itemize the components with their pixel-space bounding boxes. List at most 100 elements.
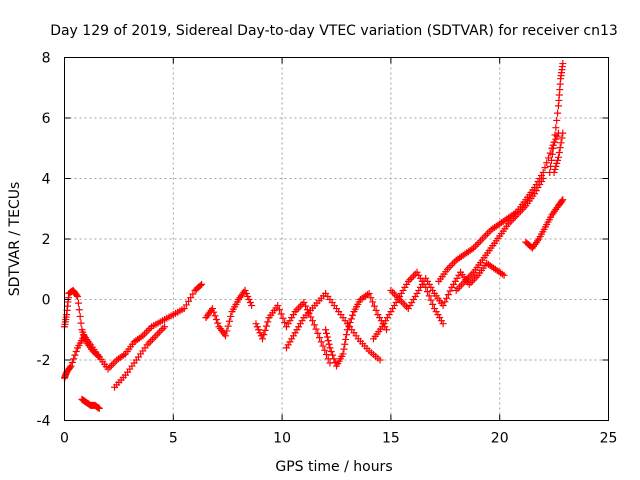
data-point	[227, 312, 235, 320]
data-point	[67, 362, 75, 370]
data-point	[322, 329, 330, 337]
tick-labels: 0 5 10 15 20 25 -4 -2 0 2 4 6 8	[37, 51, 618, 447]
data-point	[73, 291, 81, 299]
x-tick-label: 15	[382, 431, 400, 447]
data-point	[343, 326, 351, 334]
data-point	[72, 348, 80, 356]
data-point	[66, 363, 74, 371]
data-point	[349, 311, 357, 319]
data-point	[556, 144, 564, 152]
data-point	[319, 342, 327, 350]
data-point	[264, 318, 272, 326]
data-points	[61, 60, 567, 412]
data-point	[214, 319, 222, 327]
data-point	[245, 296, 253, 303]
data-point	[441, 298, 449, 306]
data-point	[558, 197, 566, 205]
series-track-n	[546, 60, 567, 176]
y-tick-label: -4	[37, 414, 51, 430]
data-point	[316, 334, 324, 342]
data-point	[551, 165, 559, 173]
data-point	[77, 319, 85, 327]
data-point	[312, 325, 320, 333]
x-tick-label: 20	[491, 431, 509, 447]
series-track-g	[282, 289, 384, 364]
data-point	[246, 299, 254, 307]
data-point	[300, 299, 308, 307]
data-point	[443, 294, 451, 302]
data-point	[343, 331, 351, 339]
data-point	[95, 353, 103, 361]
data-point	[224, 322, 232, 330]
data-point	[548, 150, 556, 158]
data-point	[196, 282, 204, 290]
data-point	[551, 131, 559, 139]
y-tick-label: 4	[42, 172, 51, 188]
data-point	[279, 314, 287, 322]
data-point	[222, 332, 230, 340]
data-point	[559, 60, 567, 68]
data-point	[329, 351, 337, 359]
data-point	[330, 355, 338, 363]
series-track-d	[111, 323, 169, 391]
data-point	[259, 335, 267, 343]
series-track-b	[61, 286, 103, 361]
data-point	[369, 298, 377, 306]
data-point	[376, 356, 384, 364]
series-track-h	[322, 289, 391, 370]
data-point	[256, 329, 264, 337]
data-point	[552, 162, 560, 170]
data-point	[346, 318, 354, 326]
x-axis-label: GPS time / hours	[275, 459, 392, 475]
data-point	[187, 294, 195, 302]
data-point	[248, 302, 256, 310]
series-track-c	[78, 395, 103, 412]
data-point	[303, 306, 311, 314]
data-point	[307, 313, 315, 321]
data-point	[161, 323, 169, 331]
data-point	[553, 159, 561, 167]
y-tick-label: 6	[42, 111, 51, 127]
data-point	[327, 348, 335, 356]
data-point	[339, 350, 347, 358]
data-point	[553, 116, 561, 124]
data-point	[323, 333, 331, 341]
data-point	[94, 352, 102, 360]
data-point	[302, 302, 310, 310]
data-point	[261, 326, 269, 334]
y-tick-label: -2	[37, 353, 51, 369]
data-point	[189, 290, 197, 298]
data-point	[555, 148, 563, 156]
data-point	[342, 335, 350, 343]
data-point	[260, 331, 268, 339]
data-point	[539, 175, 547, 182]
data-point	[425, 292, 433, 300]
series-track-j	[387, 259, 508, 313]
data-point	[182, 301, 190, 309]
data-point	[550, 138, 558, 146]
data-point	[427, 296, 435, 304]
data-point	[314, 329, 322, 337]
series-track-o	[550, 129, 567, 176]
data-point	[554, 109, 562, 117]
data-point	[549, 144, 557, 152]
series-track-f	[252, 299, 334, 367]
data-point	[370, 302, 378, 310]
data-point	[324, 337, 332, 345]
y-axis-label: SDTVAR / TECUs	[7, 182, 23, 297]
data-point	[367, 294, 375, 302]
data-point	[180, 305, 188, 313]
data-point	[558, 134, 566, 142]
data-point	[340, 345, 348, 353]
data-point	[347, 315, 355, 323]
data-point	[275, 306, 283, 314]
data-point	[210, 308, 218, 316]
data-point	[198, 280, 206, 288]
y-tick-label: 2	[42, 232, 51, 248]
x-tick-label: 10	[273, 431, 291, 447]
data-point	[262, 322, 270, 330]
data-point	[244, 292, 252, 300]
data-point	[185, 297, 193, 305]
